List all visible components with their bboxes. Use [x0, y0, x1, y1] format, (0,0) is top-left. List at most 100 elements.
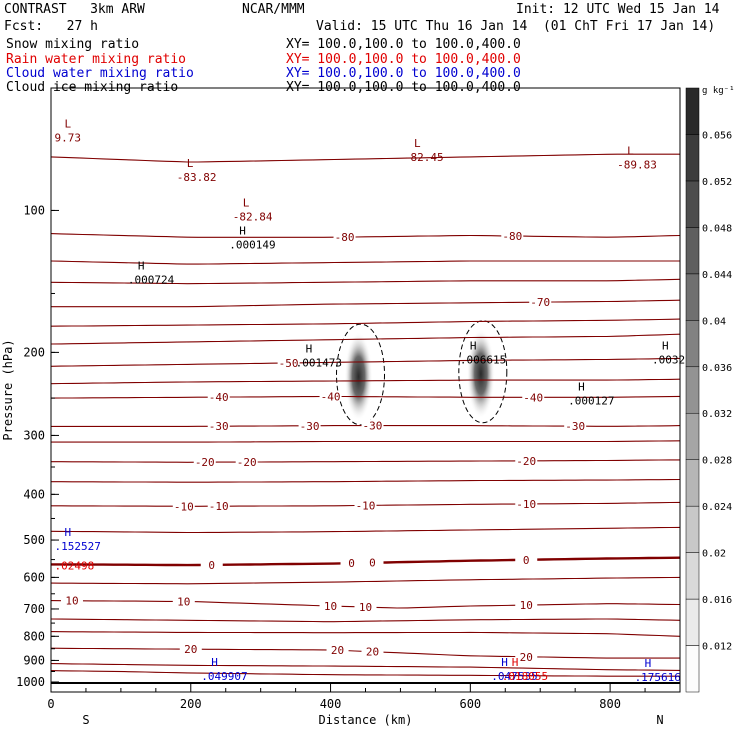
colorbar-tick-label: 0.012 — [702, 642, 732, 653]
south-label: S — [82, 713, 89, 727]
contour-label: 0 — [523, 554, 530, 567]
field-xy-snow: XY= 100.0,100.0 to 100.0,400.0 — [286, 37, 521, 52]
x-tick-label: 400 — [320, 697, 342, 711]
extremum-value: -89.83 — [617, 159, 657, 172]
temp-contour--60 — [50, 333, 681, 345]
cloud-ice-contour-1 — [458, 320, 508, 424]
contour-label-bg — [564, 420, 587, 432]
extremum-symbol: H — [645, 657, 652, 670]
contour-label: 0 — [369, 557, 376, 570]
temp-contour-line-9 — [50, 618, 681, 623]
contour-label: -20 — [237, 456, 257, 469]
field-xy-rain: XY= 100.0,100.0 to 100.0,400.0 — [286, 52, 521, 67]
contour-label-bg — [361, 645, 384, 657]
x-tick-label: 0 — [47, 697, 54, 711]
temp-contour--70 — [51, 299, 681, 308]
cloud-ice-cell-1 — [466, 328, 495, 419]
extremum-symbol: L — [414, 137, 421, 150]
model-title: CONTRAST 3km ARW — [4, 2, 145, 17]
init-time: Init: 12 UTC Wed 15 Jan 14 — [516, 2, 720, 17]
extremum-value: .000127 — [568, 395, 614, 408]
colorbar: 0.012 0.016 0.02 0.024 0.028 0.032 0.036 0.04 0.… — [685, 86, 735, 693]
colorbar-tick-label: 0.024 — [702, 502, 732, 513]
contour-label: -30 — [565, 420, 585, 433]
contour-label: -50 — [279, 357, 299, 370]
y-tick-label: 100 — [23, 203, 45, 217]
extremum-symbol: L — [243, 196, 250, 209]
contour-label: 10 — [65, 595, 78, 608]
temp-contour-line-10 — [50, 631, 681, 637]
temp-contour-line-4 — [50, 378, 681, 385]
contour-label: -20 — [516, 455, 536, 468]
field-xy-cloud-water: XY= 100.0,100.0 to 100.0,400.0 — [286, 66, 521, 81]
contour-label: -30 — [300, 420, 320, 433]
temp-contour-line-7 — [50, 526, 681, 534]
y-tick-label: 700 — [23, 602, 45, 616]
temp-contour-line-5 — [51, 440, 681, 443]
contour-label-bg — [354, 601, 377, 613]
extremum-symbol: H — [211, 656, 218, 669]
extremum-value: .175616 — [635, 671, 681, 684]
colorbar-segment — [685, 273, 700, 321]
valid-time: Valid: 15 UTC Thu 16 Jan 14 (01 ChT Fri … — [316, 19, 716, 34]
colorbar-tick-label: 0.036 — [702, 363, 732, 374]
contour-label-bg — [193, 456, 216, 468]
colorbar-segment — [685, 366, 700, 414]
contour-label-bg — [515, 650, 538, 662]
contour-label: -80 — [335, 231, 355, 244]
extremum-value: .049907 — [201, 670, 247, 683]
contour-label-bg — [361, 419, 384, 431]
x-tick-label: 200 — [180, 697, 202, 711]
contour-label: -30 — [363, 420, 383, 433]
contour-label-bg — [354, 499, 377, 511]
contour-label: -10 — [356, 499, 376, 512]
colorbar-tick-label: 0.02 — [702, 549, 726, 560]
colorbar-tick-label: 0.056 — [702, 130, 732, 141]
y-tick-label: 500 — [23, 533, 45, 547]
contour-label-bg — [60, 594, 83, 606]
organization: NCAR/MMM — [242, 2, 305, 17]
field-name-rain: Rain water mixing ratio — [6, 52, 187, 67]
colorbar-segment — [685, 180, 700, 228]
contour-label: -40 — [321, 390, 341, 403]
extremum-value: -82.84 — [233, 210, 273, 223]
y-tick-label: 200 — [23, 345, 45, 359]
temp-contour-line-2 — [50, 278, 681, 285]
contour-label-bg — [172, 500, 195, 512]
contour-label: 20 — [331, 644, 344, 657]
contour-label-bg — [529, 296, 552, 308]
colorbar-unit: g kg⁻¹ — [702, 86, 735, 96]
extremum-value: 9.73 — [54, 131, 81, 144]
extremum-value: .0032 — [652, 353, 685, 366]
colorbar-segment — [685, 552, 700, 600]
x-tick-label: 600 — [459, 697, 481, 711]
temp-contour--80 — [50, 233, 681, 238]
contour-label-bg — [515, 599, 538, 611]
contour-label: 10 — [324, 600, 337, 613]
temp-contour-line-1 — [50, 260, 680, 265]
y-tick-label: 900 — [23, 653, 45, 667]
contour-label-bg — [501, 230, 524, 242]
temp-contour-line-3 — [50, 318, 681, 327]
colorbar-tick-label: 0.052 — [702, 177, 732, 188]
colorbar-tick-label: 0.048 — [702, 223, 732, 234]
colorbar-tick-label: 0.032 — [702, 409, 732, 420]
contour-label: 10 — [520, 599, 533, 612]
north-label: N — [656, 713, 663, 727]
colorbar-tick-label: 0.016 — [702, 595, 732, 606]
contour-label: 20 — [184, 643, 197, 656]
colorbar-segment — [685, 227, 700, 275]
temp-contour-line-11 — [50, 663, 681, 671]
colorbar-segment — [685, 645, 700, 693]
contour-label: 10 — [177, 595, 190, 608]
temp-contour--20 — [51, 459, 680, 463]
extremum-symbol: H — [501, 656, 508, 669]
contour-label: 0 — [348, 557, 355, 570]
temp-contour--50 — [50, 357, 681, 367]
extremum-symbol: L — [627, 145, 634, 158]
colorbar-tick-label: 0.04 — [702, 316, 726, 327]
field-name-cloud-water: Cloud water mixing ratio — [6, 66, 194, 81]
extremum-symbol: H — [662, 339, 669, 352]
extremum-value: .152527 — [54, 540, 100, 553]
contour-label-bg — [207, 500, 230, 512]
